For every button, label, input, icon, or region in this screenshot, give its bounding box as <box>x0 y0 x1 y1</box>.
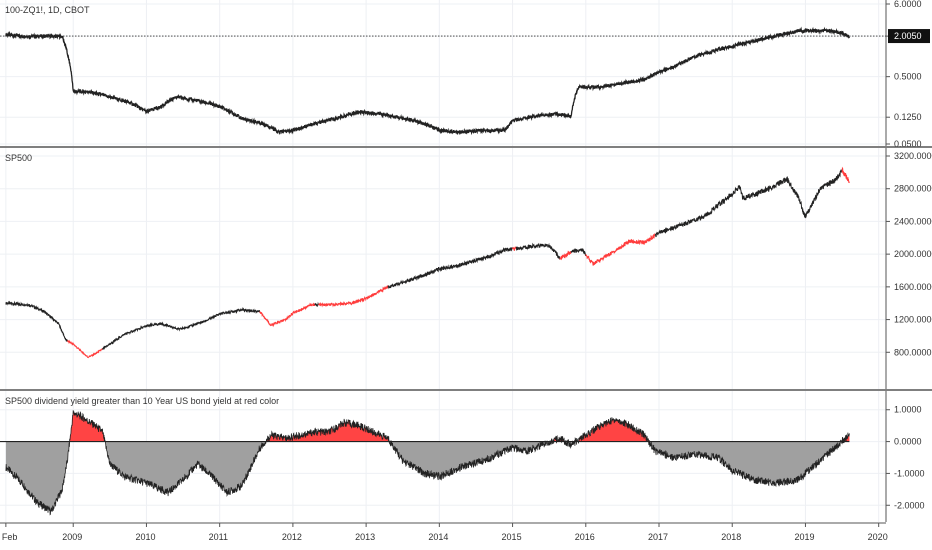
x-tick-label: 2012 <box>282 532 302 542</box>
series-segment-red <box>318 285 389 308</box>
series-segment-red <box>259 302 316 328</box>
y-tick-label: 2800.0000 <box>894 184 932 194</box>
pane-title: SP500 dividend yield greater than 10 Yea… <box>5 396 279 406</box>
pane-title: 100-ZQ1!, 1D, CBOT <box>5 5 90 15</box>
y-tick-label: -1.0000 <box>894 468 925 478</box>
series-segment <box>570 247 587 257</box>
x-tick-label: 2016 <box>575 532 595 542</box>
y-tick-label: 3200.0000 <box>894 151 932 161</box>
x-tick-label: 2011 <box>209 532 228 542</box>
series-line <box>5 26 850 136</box>
x-tick-label: 2017 <box>648 532 668 542</box>
pane-yield-spread: 1.0000 0.0000 -1.0000 -2.0000 SP500 dividend… <box>0 391 925 522</box>
x-tick-label: 2010 <box>135 532 155 542</box>
y-tick-label: 0.1250 <box>894 112 922 122</box>
y-tick-label: 2400.0000 <box>894 216 932 226</box>
series-segment <box>5 300 68 343</box>
series-segment <box>314 301 319 308</box>
x-tick-label: 2015 <box>502 532 522 542</box>
y-tick-label: 0.0000 <box>894 437 922 447</box>
y-tick-label: 0.5000 <box>894 72 922 82</box>
series-segment <box>102 306 261 351</box>
y-tick-label: 2000.0000 <box>894 249 932 259</box>
last-value-label: 2.0050 <box>894 31 922 41</box>
x-tick-label: 2013 <box>355 532 375 542</box>
x-tick-label: 2009 <box>62 532 82 542</box>
last-value-badge <box>888 29 930 44</box>
x-tick-label: Feb <box>2 532 18 542</box>
y-tick-label: 6.0000 <box>894 0 922 9</box>
y-tick-label: 1.0000 <box>894 405 922 415</box>
series-segment-red <box>585 233 656 266</box>
pane-sp500: 3200.0000 2800.0000 2400.0000 2000.0000 1600… <box>0 148 932 389</box>
y-tick-label: -2.0000 <box>894 500 925 510</box>
pane-title: SP500 <box>5 153 32 163</box>
x-tick-label: 2014 <box>428 532 448 542</box>
series-line <box>5 410 850 516</box>
x-tick-label: 2019 <box>794 532 814 542</box>
area-positive <box>5 410 850 442</box>
pane-separators <box>0 146 932 391</box>
pane-fed-funds: 6.00002.00000.50000.12500.0500100-ZQ1!, … <box>0 0 930 149</box>
x-axis: Feb 2009 2010 2011 2012 2013 2014 2015 2016 2017 2… <box>0 522 888 542</box>
x-tick-label: 2020 <box>868 532 888 542</box>
area-negative <box>5 441 850 515</box>
series-segment-red <box>67 339 103 359</box>
series-segment <box>387 246 513 290</box>
series-segment-red <box>559 250 572 261</box>
series-segment <box>515 242 561 260</box>
y-tick-label: 800.0000 <box>894 347 932 357</box>
series-segment <box>654 168 843 238</box>
y-tick-label: 0.0500 <box>894 139 922 149</box>
y-tick-label: 1600.0000 <box>894 282 932 292</box>
x-tick-label: 2018 <box>721 532 741 542</box>
series-segment-red <box>512 246 517 251</box>
y-tick-label: 1200.0000 <box>894 315 932 325</box>
series-segment-red <box>841 166 850 184</box>
